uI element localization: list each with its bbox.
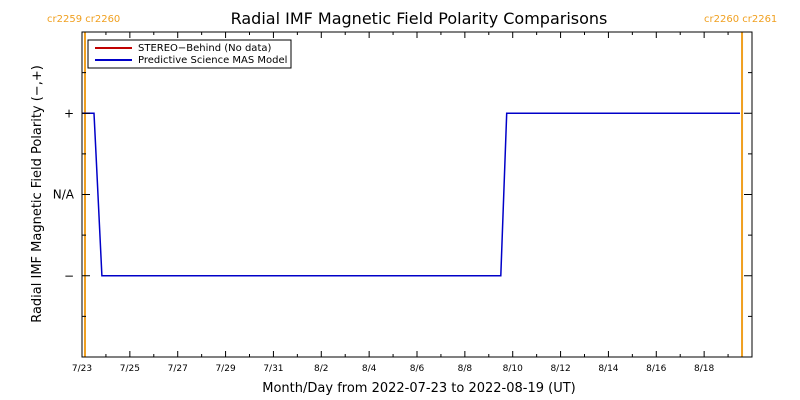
x-tick-label: 7/27 xyxy=(168,364,188,374)
x-tick-label: 7/31 xyxy=(263,364,283,374)
series-layer xyxy=(82,112,740,277)
x-tick-label: 8/16 xyxy=(646,364,666,374)
x-tick-label: 8/6 xyxy=(410,364,425,374)
carrington-label-right: cr2260 cr2261 xyxy=(704,14,777,25)
x-tick-label: 8/18 xyxy=(694,364,714,374)
x-tick-label: 8/14 xyxy=(598,364,618,374)
plot-frame xyxy=(81,31,753,358)
x-tick-label: 8/4 xyxy=(362,364,377,374)
series-line-mas-model xyxy=(82,112,740,277)
carrington-label-left: cr2259 cr2260 xyxy=(47,14,120,25)
x-axis-label: Month/Day from 2022-07-23 to 2022-08-19 … xyxy=(262,381,575,396)
chart-title: Radial IMF Magnetic Field Polarity Compa… xyxy=(231,9,608,28)
legend: STEREO−Behind (No data) Predictive Scien… xyxy=(87,39,292,69)
y-axis-ticks: + N/A − xyxy=(53,31,752,358)
x-tick-label: 8/12 xyxy=(550,364,570,374)
x-tick-label: 8/2 xyxy=(314,364,328,374)
x-axis-ticks: 7/23 7/25 7/27 7/29 7/31 8/2 8/4 8/6 8/8 8/10 8/12… xyxy=(72,32,753,374)
carrington-markers xyxy=(83,32,744,357)
y-tick-label: N/A xyxy=(53,188,75,202)
legend-box xyxy=(87,39,292,69)
y-axis-label: Radial IMF Magnetic Field Polarity (−,+) xyxy=(30,65,45,323)
x-tick-label: 7/23 xyxy=(72,364,92,374)
legend-label-stereo-behind: STEREO−Behind (No data) xyxy=(138,43,271,54)
legend-label-mas-model: Predictive Science MAS Model xyxy=(138,55,287,66)
y-tick-label: + xyxy=(64,106,74,120)
x-tick-label: 8/10 xyxy=(503,364,523,374)
x-tick-label: 8/8 xyxy=(458,364,473,374)
y-tick-label: − xyxy=(64,269,74,283)
x-tick-label: 7/25 xyxy=(120,364,140,374)
x-tick-label: 7/29 xyxy=(215,364,235,374)
